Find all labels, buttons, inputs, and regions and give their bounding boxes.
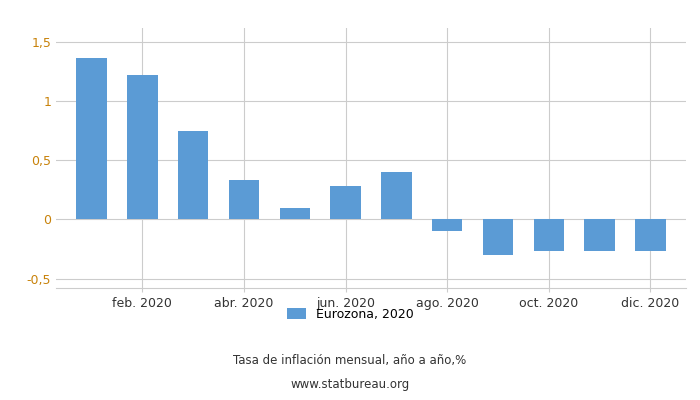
Bar [76, 58, 107, 220]
Bar [382, 172, 412, 220]
Bar [127, 75, 158, 220]
Bar [533, 220, 564, 251]
Bar [279, 208, 310, 220]
Text: www.statbureau.org: www.statbureau.org [290, 378, 410, 391]
Legend: Eurozona, 2020: Eurozona, 2020 [281, 303, 419, 326]
Bar [229, 180, 259, 220]
Bar [432, 220, 463, 231]
Bar [178, 131, 209, 220]
Text: Tasa de inflación mensual, año a año,%: Tasa de inflación mensual, año a año,% [233, 354, 467, 367]
Bar [584, 220, 615, 251]
Bar [635, 220, 666, 251]
Bar [330, 186, 360, 220]
Bar [483, 220, 513, 255]
